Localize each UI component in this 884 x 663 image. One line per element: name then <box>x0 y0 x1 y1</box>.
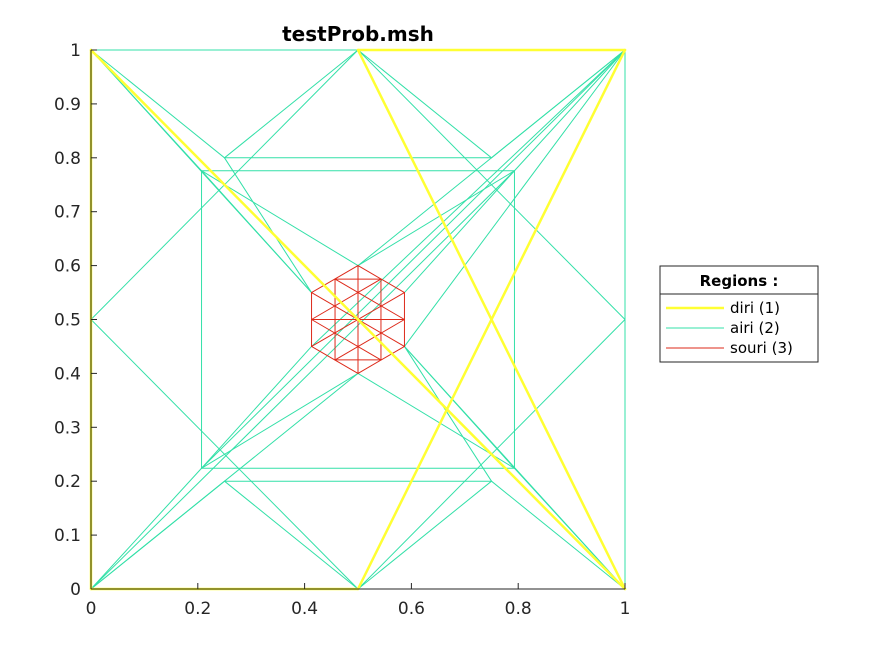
series-1-edge <box>357 49 626 267</box>
series-1-edge <box>90 170 515 590</box>
x-tick-label: 0.8 <box>505 599 532 619</box>
series-0-edge <box>356 48 627 591</box>
x-tick-label: 0.6 <box>398 599 425 619</box>
series-2-edge <box>334 278 405 320</box>
series-0 <box>89 48 627 591</box>
legend: Regions : diri (1) airi (2) souri (3) <box>659 265 819 363</box>
series-1-edge <box>403 345 492 482</box>
series-2-edge <box>311 278 382 320</box>
legend-entry-label: souri (3) <box>730 339 793 357</box>
y-tick-label: 0.8 <box>54 149 81 169</box>
series-1-edge <box>403 345 626 590</box>
x-tick-label: 0.2 <box>184 599 211 619</box>
plot-area <box>89 48 627 591</box>
y-tick-label: 0 <box>70 580 81 600</box>
series-2-edge <box>311 319 382 361</box>
series-1-edge <box>224 157 313 294</box>
series-0-edge <box>89 48 627 591</box>
x-tick-label: 0.4 <box>291 599 318 619</box>
series-1-edge <box>90 467 203 590</box>
y-tick-label: 1 <box>70 41 81 61</box>
series-2-edge <box>334 319 405 361</box>
y-tick-label: 0.3 <box>54 418 81 438</box>
series-1-edge <box>90 49 313 294</box>
y-tick-label: 0.7 <box>54 203 81 223</box>
y-tick-label: 0.6 <box>54 257 81 277</box>
series-1-edge <box>90 49 225 159</box>
x-tick-label: 1 <box>620 599 631 619</box>
series-1 <box>90 49 626 590</box>
series-1-edge <box>224 49 359 159</box>
legend-entry-label: diri (1) <box>730 299 780 317</box>
axes: 0 0.2 0.4 0.6 0.8 1 0 0.1 0.2 0.3 0.4 0.5 0.6 0.7 0.8 0… <box>54 41 630 619</box>
y-tick-label: 0.1 <box>54 526 81 546</box>
y-tick-label: 0.5 <box>54 311 81 331</box>
legend-title: Regions : <box>700 272 779 290</box>
series-1-edge <box>90 372 359 590</box>
x-tick-label: 0 <box>86 599 97 619</box>
series-1-edge <box>357 170 515 267</box>
series-1-edge <box>357 480 492 590</box>
series-1-edge <box>201 49 626 469</box>
series-1-edge <box>201 372 359 469</box>
series-1-edge <box>403 170 515 294</box>
legend-entry-label: airi (2) <box>730 319 780 337</box>
y-tick-label: 0.4 <box>54 364 81 384</box>
series-1-edge <box>513 49 626 172</box>
chart-title: testProb.msh <box>282 22 434 46</box>
series-1-edge <box>403 49 626 347</box>
series-1-edge <box>491 480 626 590</box>
series-1-edge <box>201 345 313 469</box>
series-1-edge <box>357 49 492 159</box>
legend-box <box>659 265 819 363</box>
series-1-edge <box>224 480 359 590</box>
y-tick-label: 0.9 <box>54 95 81 115</box>
y-tick-label: 0.2 <box>54 472 81 492</box>
